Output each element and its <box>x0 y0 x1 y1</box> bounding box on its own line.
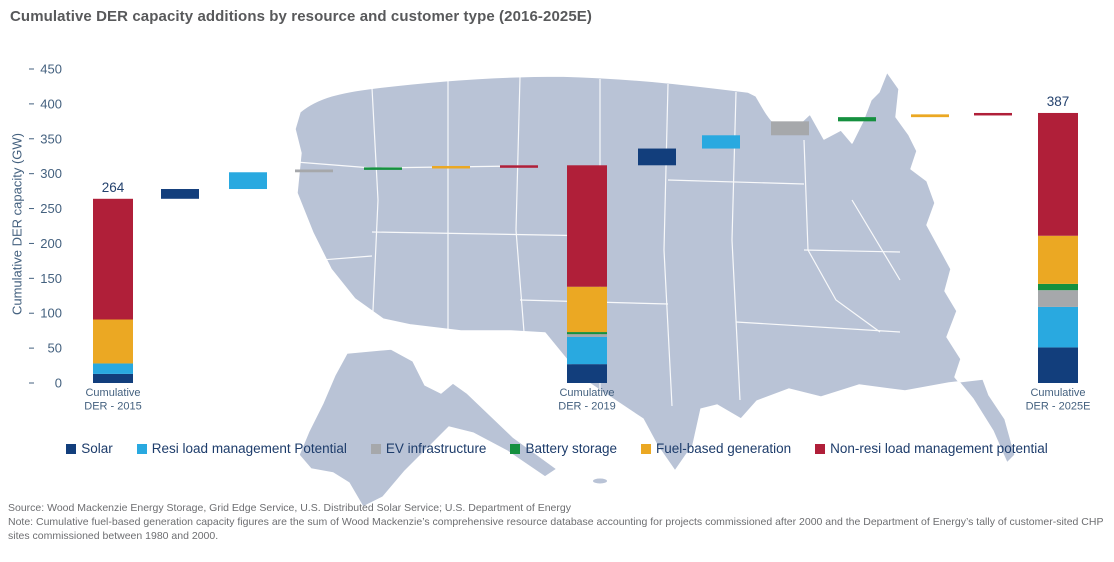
legend-label-ev-infrastructure: EV infrastructure <box>385 441 487 456</box>
bar-segment-fuel-based-generation-der-2019 <box>567 286 607 333</box>
bar-segment-battery-storage-der-2019 <box>567 332 607 335</box>
legend-item-battery-storage: Battery storage <box>510 441 617 456</box>
labels-layer: 264 Cumulative DER - 2015 Cumulative DER - 2… <box>84 94 1090 413</box>
legend-swatch-non-resi-load-management-potential <box>815 443 826 454</box>
source-line: Source: Wood Mackenzie Energy Storage, G… <box>8 502 571 514</box>
us-map <box>294 71 1016 508</box>
legend-swatch-fuel-based-generation <box>641 443 651 454</box>
waterfall-bar-10-battery-storage <box>838 117 876 122</box>
legend-swatch-ev-infrastructure <box>370 443 381 454</box>
y-tick-label-50: 50 <box>48 341 62 356</box>
legend-label-fuel-based-generation: Fuel-based generation <box>656 441 792 456</box>
map-alaska <box>298 348 558 508</box>
legend-item-solar: Solar <box>66 441 113 456</box>
x-axis-label-der-2019-line1: Cumulative <box>559 387 614 399</box>
legend-swatch-battery-storage <box>510 443 521 454</box>
x-axis-label-der-2025e-line1: Cumulative <box>1030 387 1085 399</box>
waterfall-bar-3-ev-infrastructure <box>295 169 333 173</box>
waterfall-bar-6-non-resi-load-management-potential <box>500 165 538 168</box>
bar-segment-resi-load-management-potential-der-2015 <box>93 363 133 374</box>
waterfall-bar-1-solar <box>161 189 199 199</box>
legend-item-resi-load-management-potential: Resi load management Potential <box>136 441 347 456</box>
y-tick-label-450: 450 <box>40 62 62 77</box>
waterfall-bar-12-non-resi-load-management-potential <box>974 112 1012 116</box>
footer-notes: Source: Wood Mackenzie Energy Storage, G… <box>8 501 1108 544</box>
chart-legend: Solar Resi load management Potential EV in… <box>0 441 1114 456</box>
legend-label-resi-load-management-potential: Resi load management Potential <box>151 441 347 456</box>
bar-segment-resi-load-management-potential-der-2019 <box>567 336 607 365</box>
x-axis-label-der-2025e-line2: DER - 2025E <box>1026 401 1091 413</box>
bar-segment-ev-infrastructure-der-2025e <box>1038 290 1078 307</box>
x-axis-label-der-2015-line1: Cumulative <box>85 387 140 399</box>
bar-segment-solar-der-2025e <box>1038 347 1078 383</box>
legend-label-non-resi-load-management-potential: Non-resi load management potential <box>830 441 1048 456</box>
bar-segment-ev-infrastructure-der-2019 <box>567 334 607 337</box>
x-axis-label-der-2015-line2: DER - 2015 <box>84 401 141 413</box>
legend-item-ev-infrastructure: EV infrastructure <box>370 441 487 456</box>
waterfall-bar-7-solar <box>638 148 676 166</box>
waterfall-bar-4-battery-storage <box>364 167 402 170</box>
bar-segment-battery-storage-der-2025e <box>1038 283 1078 291</box>
waterfall-bar-9-ev-infrastructure <box>771 121 809 136</box>
legend-swatch-solar <box>66 443 77 454</box>
bar-segment-fuel-based-generation-der-2015 <box>93 319 133 364</box>
y-tick-label-150: 150 <box>40 271 62 286</box>
note-line: Note: Cumulative fuel-based generation c… <box>8 516 1104 543</box>
legend-label-battery-storage: Battery storage <box>525 441 617 456</box>
y-tick-label-350: 350 <box>40 131 62 146</box>
legend-swatch-resi-load-management-potential <box>136 443 147 454</box>
bar-segment-solar-der-2019 <box>567 364 607 383</box>
waterfall-bar-11-fuel-based-generation <box>911 114 949 118</box>
waterfall-bar-2-resi-load-management-potential <box>229 172 267 190</box>
waterfall-bar-8-resi-load-management-potential <box>702 135 740 149</box>
y-tick-label-200: 200 <box>40 236 62 251</box>
y-axis: 0 50 100 150 200 250 300 350 400 450 <box>29 62 62 391</box>
legend-item-fuel-based-generation: Fuel-based generation <box>641 441 791 456</box>
y-tick-label-0: 0 <box>55 376 62 391</box>
legend-label-solar: Solar <box>81 441 113 456</box>
bar-segment-non-resi-load-management-potential-der-2015 <box>93 198 133 320</box>
map-island <box>593 478 607 484</box>
y-tick-label-250: 250 <box>40 201 62 216</box>
waterfall-bar-5-fuel-based-generation <box>432 165 470 169</box>
y-tick-label-300: 300 <box>40 166 62 181</box>
bar-segment-fuel-based-generation-der-2025e <box>1038 235 1078 284</box>
x-axis-label-der-2019-line2: DER - 2019 <box>558 401 615 413</box>
bar-segment-non-resi-load-management-potential-der-2019 <box>567 165 607 287</box>
y-tick-label-400: 400 <box>40 96 62 111</box>
legend-item-non-resi-load-management-potential: Non-resi load management potential <box>815 441 1048 456</box>
bar-segment-solar-der-2015 <box>93 373 133 383</box>
bar-segment-non-resi-load-management-potential-der-2025e <box>1038 112 1078 236</box>
page-title: Cumulative DER capacity additions by res… <box>10 8 592 25</box>
y-tick-label-100: 100 <box>40 306 62 321</box>
bar-total-label-der-2025e: 387 <box>1047 94 1070 109</box>
bar-segment-resi-load-management-potential-der-2025e <box>1038 306 1078 348</box>
bar-total-label-der-2015: 264 <box>102 180 125 195</box>
bars-layer <box>93 112 1078 383</box>
map-mainland <box>294 71 1016 472</box>
